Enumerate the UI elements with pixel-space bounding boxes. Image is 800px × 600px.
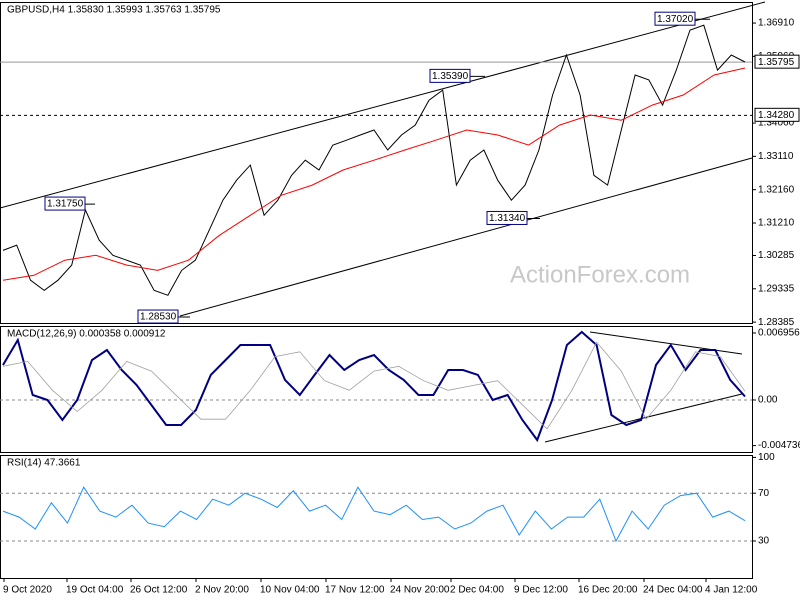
macd-title: MACD(12,26,9) 0.000358 0.000912 (7, 329, 166, 340)
level-label: 1.35795 (758, 57, 795, 68)
annotation-label: 1.37020 (657, 14, 694, 25)
y-tick-label: 1.31210 (758, 218, 795, 229)
annotation-label: 1.35390 (432, 71, 469, 82)
triangle-upper (589, 331, 743, 355)
level-label: 1.34280 (758, 110, 795, 121)
series-line (2, 67, 746, 281)
rsi-title: RSI(14) 47.3661 (7, 458, 81, 469)
price-title: GBPUSD,H4 1.35830 1.35993 1.35763 1.3579… (7, 5, 221, 16)
series-line (2, 486, 746, 543)
x-tick-label: 16 Dec 20:00 (578, 585, 638, 596)
level-label-box (754, 107, 800, 122)
y-tick-label: 1.29335 (758, 283, 795, 294)
x-tick-label: 17 Nov 12:00 (325, 585, 385, 596)
annotation-label: 1.31340 (489, 213, 526, 224)
y-tick-label: 0.006956 (758, 328, 800, 339)
annotation-label: 1.28530 (140, 312, 177, 323)
annotation-box (44, 196, 86, 211)
channel-upper (0, 1, 766, 209)
x-tick-label: 9 Dec 12:00 (514, 585, 568, 596)
y-tick-label: 1.28385 (758, 317, 795, 328)
x-tick-label: 24 Dec 04:00 (643, 585, 703, 596)
x-tick-label: 26 Oct 12:00 (130, 585, 188, 596)
y-tick-label: 30 (758, 536, 770, 547)
annotation-box (429, 68, 471, 83)
channel-lower (179, 157, 753, 317)
panel-frame (0, 455, 753, 579)
level-label-box (754, 54, 800, 69)
series-line (2, 341, 746, 430)
series-line (2, 24, 746, 296)
x-tick-label: 24 Nov 20:00 (390, 585, 450, 596)
x-tick-label: 19 Oct 04:00 (66, 585, 124, 596)
y-tick-label: 100 (758, 452, 775, 463)
x-tick-label: 2 Nov 20:00 (195, 585, 249, 596)
x-tick-label: 10 Nov 04:00 (260, 585, 320, 596)
y-tick-label: 70 (758, 488, 770, 499)
y-tick-label: 0.00 (758, 395, 778, 406)
annotation-box (654, 11, 696, 26)
panel-frame (0, 326, 753, 453)
y-tick-label: 1.32160 (758, 184, 795, 195)
y-tick-label: 1.36910 (758, 18, 795, 29)
panel-frame (0, 2, 753, 324)
annotation-box (137, 309, 179, 324)
y-tick-label: 1.33110 (758, 151, 794, 162)
triangle-lower (544, 393, 743, 443)
x-tick-label: 9 Oct 2020 (3, 585, 52, 596)
annotation-label: 1.31750 (47, 199, 84, 210)
y-tick-label: 1.30285 (758, 250, 795, 261)
y-tick-label: 1.34060 (758, 118, 795, 129)
x-tick-label: 4 Jan 12:00 (705, 585, 758, 596)
x-tick-label: 2 Dec 04:00 (450, 585, 504, 596)
annotation-box (486, 210, 528, 225)
watermark: ActionForex.com (510, 261, 690, 288)
y-tick-label: -0.004736 (758, 440, 800, 451)
series-line (2, 330, 746, 443)
